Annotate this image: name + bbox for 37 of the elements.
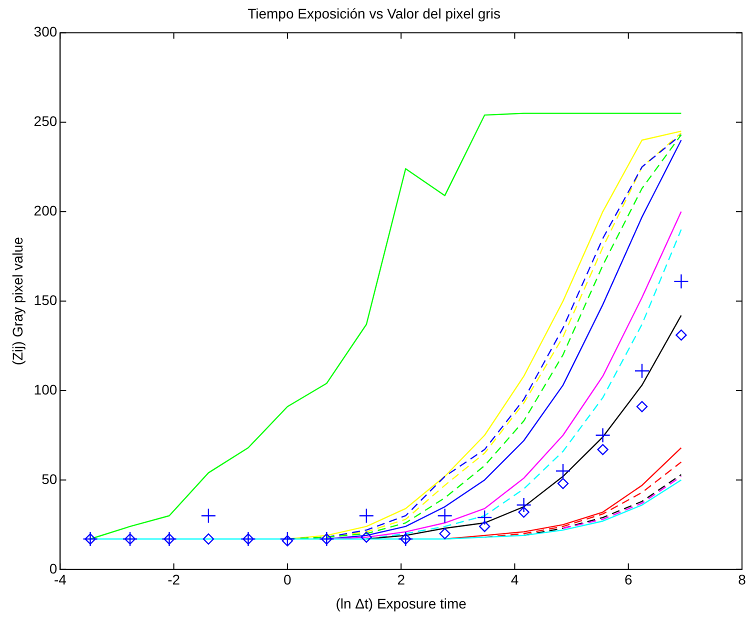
- point: [360, 532, 372, 543]
- x-tick-label: 4: [510, 572, 519, 588]
- point: [557, 478, 569, 490]
- point: [636, 401, 648, 412]
- point: [200, 508, 216, 524]
- x-tick-label: 0: [284, 572, 292, 588]
- x-tick-label: 6: [624, 572, 632, 588]
- point: [437, 508, 452, 524]
- x-tick-label: 8: [738, 572, 746, 588]
- y-tick-label: 100: [34, 381, 58, 398]
- point: [439, 528, 450, 540]
- y-tick-label: 200: [34, 202, 58, 219]
- point: [516, 497, 532, 513]
- y-tick-label: 0: [49, 560, 58, 576]
- y-tick-label: 50: [42, 470, 58, 487]
- point: [477, 510, 492, 526]
- x-tick-label: -2: [168, 572, 180, 588]
- line-series: [562, 476, 682, 529]
- x-axis-title: (ln Δt) Exposure time: [336, 595, 467, 612]
- point: [202, 533, 214, 545]
- x-tick-label: 2: [397, 572, 406, 588]
- y-tick-label: 250: [34, 113, 58, 130]
- point: [676, 329, 687, 341]
- point: [595, 428, 610, 443]
- point: [634, 363, 650, 378]
- point: [280, 531, 296, 547]
- y-axis-title: (Zij) Gray pixel value: [9, 236, 26, 366]
- chart-title: Tiempo Exposición vs Valor del pixel gris: [248, 5, 500, 22]
- point: [597, 444, 608, 456]
- y-tick-label: 300: [34, 24, 58, 40]
- point: [282, 535, 294, 546]
- point: [479, 520, 490, 532]
- y-tick-label: 150: [34, 292, 58, 308]
- point: [555, 463, 571, 479]
- point: [358, 508, 374, 524]
- point: [674, 274, 689, 290]
- point: [518, 506, 530, 518]
